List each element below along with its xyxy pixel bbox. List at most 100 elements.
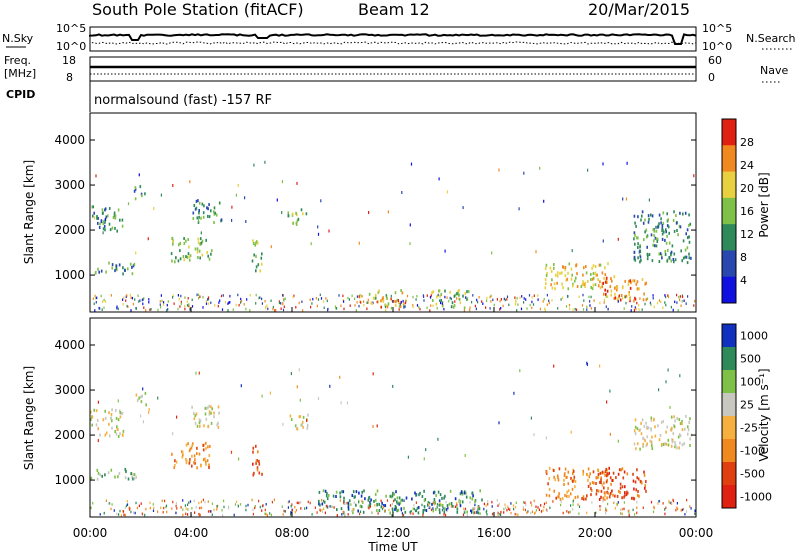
velocity-cell xyxy=(193,454,196,458)
velocity-cell xyxy=(588,475,591,479)
velocity-cell xyxy=(459,501,461,505)
velocity-cell xyxy=(459,500,461,503)
velocity-cell xyxy=(674,419,676,423)
power-cell xyxy=(255,302,257,305)
power-cell xyxy=(194,247,197,251)
power-cell xyxy=(474,304,476,308)
velocity-cell xyxy=(122,433,124,437)
velocity-cell xyxy=(522,506,524,509)
velocity-cell xyxy=(432,491,435,495)
velocity-cell xyxy=(368,506,370,510)
velocity-cell xyxy=(660,420,663,424)
velocity-cell xyxy=(432,501,435,505)
power-cell xyxy=(650,213,652,217)
velocity-cell xyxy=(668,500,670,503)
power-cell xyxy=(252,239,254,243)
power-cell xyxy=(654,244,656,248)
velocity-cell xyxy=(221,509,223,512)
velocity-cell xyxy=(478,507,481,511)
power-echo-region xyxy=(287,208,308,226)
power-cell xyxy=(160,193,162,197)
velocity-cell xyxy=(415,509,417,513)
power-cell xyxy=(132,264,135,268)
velocity-cell xyxy=(104,409,106,413)
velocity-cell xyxy=(563,483,565,486)
power-cell xyxy=(105,270,107,274)
velocity-cell xyxy=(199,424,201,428)
power-cell xyxy=(205,302,208,305)
power-cell xyxy=(448,299,450,303)
velocity-cell xyxy=(254,505,256,508)
power-cell xyxy=(175,256,177,260)
power-cell xyxy=(598,263,601,267)
velocity-cell xyxy=(209,510,211,513)
velocity-cell xyxy=(202,498,204,502)
power-cell xyxy=(677,233,679,237)
power-cell xyxy=(196,293,198,297)
velocity-cell xyxy=(603,486,605,490)
velocity-cell xyxy=(213,411,215,415)
velocity-cell xyxy=(577,495,579,499)
velocity-cell xyxy=(339,491,341,495)
xtick-label: 00:00 xyxy=(73,526,108,540)
velocity-cell xyxy=(597,472,600,476)
velocity-cell xyxy=(95,409,98,413)
power-cell xyxy=(586,305,588,309)
velocity-cell xyxy=(182,453,184,457)
velocity-cell xyxy=(531,504,533,507)
power-cell xyxy=(605,278,608,282)
velocity-echo-region xyxy=(633,414,693,451)
power-cell xyxy=(666,224,669,228)
velocity-cell xyxy=(374,492,377,496)
power-cell xyxy=(585,271,588,275)
velocity-cell xyxy=(378,502,380,506)
power-cell xyxy=(601,281,604,285)
velocity-cell xyxy=(400,508,402,512)
velocity-ytick-label: 1000 xyxy=(54,473,85,487)
velocity-cell xyxy=(589,472,591,476)
power-cell xyxy=(130,296,132,299)
power-cell xyxy=(317,232,320,236)
power-cell xyxy=(643,238,645,242)
power-cell xyxy=(275,308,277,312)
velocity-cell xyxy=(149,501,151,505)
velocity-cell xyxy=(548,494,551,498)
power-cell xyxy=(202,306,204,309)
power-cell xyxy=(153,207,155,210)
power-cell xyxy=(185,255,187,259)
power-cell xyxy=(555,273,557,277)
velocity-cell xyxy=(319,508,321,512)
velocity-cell xyxy=(405,496,408,500)
velocity-cell xyxy=(119,411,122,415)
velocity-cell xyxy=(261,509,263,512)
velocity-cell xyxy=(622,476,625,480)
power-colorbar-tick: 20 xyxy=(740,182,754,195)
velocity-cell xyxy=(497,504,499,507)
power-cell xyxy=(134,298,136,301)
velocity-cell xyxy=(583,497,585,501)
time-axis-label: Time UT xyxy=(367,540,418,554)
power-cell xyxy=(404,301,407,305)
power-cell xyxy=(617,297,619,301)
power-cell xyxy=(590,272,592,276)
velocity-cell xyxy=(507,505,509,508)
power-cell xyxy=(604,266,606,270)
power-cell xyxy=(245,307,247,311)
velocity-cell xyxy=(524,508,526,512)
power-cell xyxy=(419,307,421,311)
power-cell xyxy=(610,277,612,281)
velocity-colorbar-tick: 500 xyxy=(740,353,761,366)
power-cell xyxy=(258,296,260,300)
velocity-cell xyxy=(198,501,200,505)
power-cell xyxy=(270,245,272,249)
velocity-cell xyxy=(413,504,415,507)
power-cell xyxy=(302,309,304,312)
power-cell xyxy=(229,294,231,298)
velocity-cell xyxy=(590,493,592,497)
power-cell xyxy=(683,299,685,302)
power-cell xyxy=(591,287,594,291)
velocity-cell xyxy=(363,489,365,493)
power-cell xyxy=(180,300,182,304)
power-cell xyxy=(198,297,200,300)
